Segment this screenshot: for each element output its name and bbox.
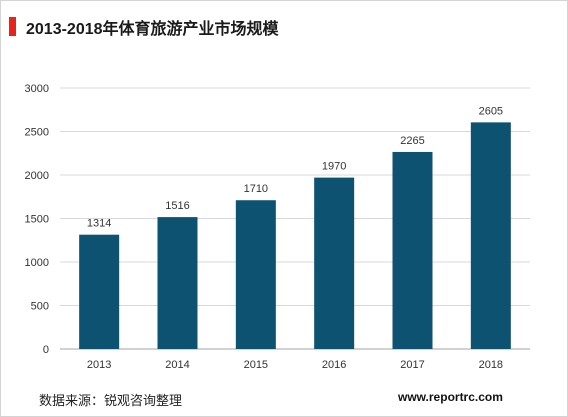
x-tick-label: 2014 xyxy=(165,359,189,371)
y-tick-label: 0 xyxy=(43,344,49,356)
bar xyxy=(470,122,511,350)
y-tick-label: 1500 xyxy=(25,214,49,226)
x-tick-label: 2016 xyxy=(322,359,346,371)
y-tick-label: 2500 xyxy=(25,127,49,139)
data-label: 1710 xyxy=(244,183,268,195)
bar xyxy=(392,151,433,349)
y-axis-ticks: 0 500 1000 1500 2000 2500 3000 xyxy=(25,83,49,356)
bar xyxy=(314,177,355,349)
y-tick-label: 1000 xyxy=(25,257,49,269)
y-tick-label: 2000 xyxy=(25,170,49,182)
bar xyxy=(79,234,120,349)
data-label: 1314 xyxy=(87,218,111,230)
y-tick-label: 500 xyxy=(31,301,49,313)
source-note: 数据来源：锐观咨询整理 xyxy=(39,393,183,408)
data-labels: 1314 1516 1710 1970 2265 2605 xyxy=(87,105,503,229)
bar xyxy=(235,200,276,349)
chart-title: 2013-2018年体育旅游产业市场规模 xyxy=(26,21,279,38)
x-tick-label: 2017 xyxy=(400,359,424,371)
gridlines xyxy=(60,87,530,350)
x-tick-label: 2013 xyxy=(87,359,111,371)
website-url: www.reportrc.com xyxy=(398,390,503,404)
x-axis-ticks: 2013 2014 2015 2016 2017 2018 xyxy=(87,359,503,371)
x-tick-label: 2015 xyxy=(244,359,268,371)
y-tick-label: 3000 xyxy=(25,83,49,95)
bars xyxy=(79,122,511,350)
title-accent-bar xyxy=(9,17,16,36)
data-label: 2265 xyxy=(400,135,424,147)
x-tick-label: 2018 xyxy=(479,359,503,371)
data-label: 2605 xyxy=(479,105,503,117)
data-label: 1516 xyxy=(165,200,189,212)
data-label: 1970 xyxy=(322,161,346,173)
bar xyxy=(157,217,198,349)
